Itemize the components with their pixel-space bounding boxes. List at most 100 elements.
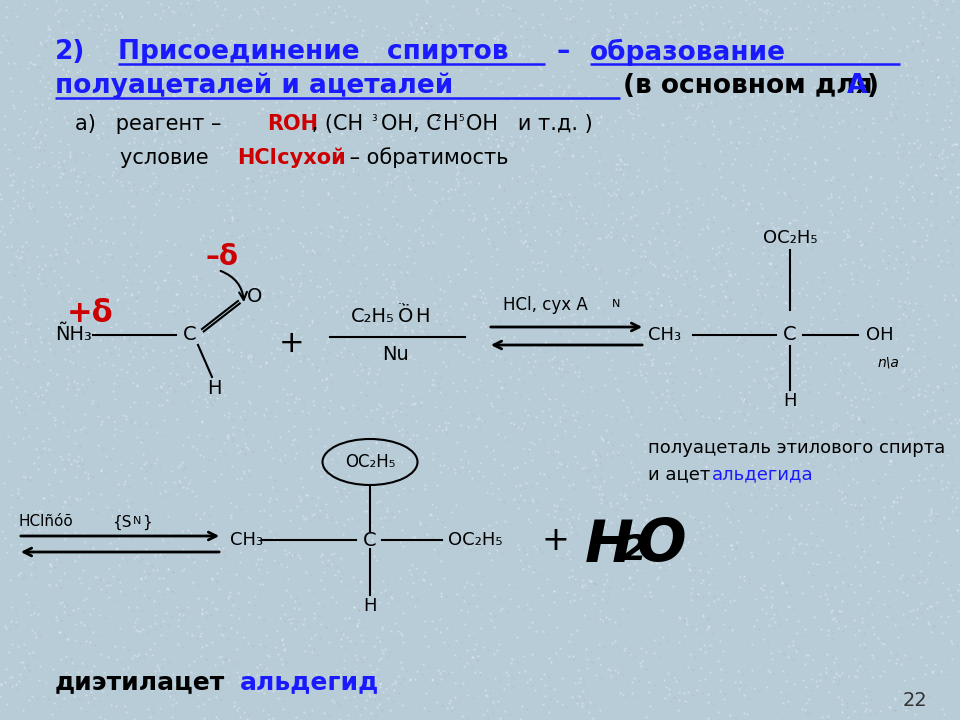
Point	[951, 578, 960, 590]
Point	[754, 420, 769, 432]
Point	[858, 203, 874, 215]
Point	[279, 217, 295, 228]
Point	[638, 711, 654, 720]
Point	[394, 657, 409, 668]
Point	[129, 241, 144, 253]
Point	[581, 241, 596, 253]
Point	[653, 525, 668, 536]
Point	[162, 382, 178, 394]
Point	[720, 21, 735, 32]
Point	[211, 542, 227, 554]
Point	[183, 666, 199, 678]
Point	[584, 575, 599, 587]
Point	[524, 163, 540, 174]
Point	[194, 290, 209, 302]
Point	[357, 260, 372, 271]
Point	[1, 351, 16, 362]
Point	[898, 688, 913, 700]
Point	[206, 395, 222, 406]
Point	[452, 680, 468, 692]
Point	[93, 54, 108, 66]
Point	[452, 52, 468, 63]
Point	[231, 676, 247, 688]
Point	[259, 107, 275, 118]
Point	[825, 0, 840, 12]
Point	[31, 520, 46, 531]
Point	[606, 232, 621, 243]
Point	[47, 253, 62, 264]
Point	[217, 437, 232, 449]
Point	[73, 423, 88, 435]
Point	[17, 117, 33, 128]
Point	[454, 462, 469, 473]
Point	[61, 355, 77, 366]
Point	[50, 94, 65, 105]
Point	[621, 237, 636, 248]
Point	[611, 190, 626, 202]
Point	[168, 288, 183, 300]
Point	[572, 178, 588, 189]
Point	[149, 453, 164, 464]
Point	[697, 647, 712, 658]
Point	[786, 0, 802, 9]
Point	[809, 430, 825, 441]
Point	[531, 302, 546, 313]
Point	[6, 202, 21, 214]
Point	[616, 158, 632, 170]
Point	[109, 107, 125, 118]
Point	[824, 605, 839, 616]
Point	[903, 161, 919, 173]
Point	[93, 465, 108, 477]
Point	[17, 471, 33, 482]
Point	[432, 626, 447, 638]
Point	[83, 202, 98, 214]
Point	[821, 598, 836, 610]
Point	[349, 620, 365, 631]
Point	[0, 366, 14, 378]
Point	[682, 558, 697, 570]
Point	[767, 107, 782, 119]
Point	[170, 360, 185, 372]
Point	[53, 79, 68, 91]
Point	[18, 236, 34, 248]
Point	[638, 288, 654, 300]
Point	[146, 564, 161, 576]
Point	[333, 552, 348, 564]
Point	[810, 559, 826, 571]
Point	[794, 703, 809, 715]
Point	[225, 266, 240, 278]
Point	[186, 114, 202, 126]
Point	[15, 470, 31, 482]
Point	[213, 376, 228, 387]
Point	[375, 413, 391, 424]
Point	[847, 367, 862, 379]
Point	[258, 403, 274, 415]
Point	[457, 446, 472, 457]
Point	[719, 305, 734, 317]
Point	[420, 418, 436, 430]
Point	[397, 321, 413, 333]
Point	[741, 0, 756, 9]
Point	[411, 393, 426, 405]
Point	[645, 222, 660, 234]
Point	[21, 474, 36, 485]
Point	[160, 563, 176, 575]
Point	[171, 302, 186, 313]
Point	[402, 169, 418, 181]
Point	[528, 356, 543, 367]
Point	[575, 261, 590, 272]
Point	[516, 495, 532, 506]
Point	[665, 167, 681, 179]
Point	[554, 228, 569, 240]
Point	[924, 459, 939, 471]
Point	[856, 545, 872, 557]
Point	[504, 139, 519, 150]
Point	[754, 4, 769, 15]
Point	[733, 337, 749, 348]
Point	[320, 1, 335, 13]
Point	[186, 557, 202, 568]
Point	[276, 91, 292, 103]
Point	[691, 97, 707, 109]
Point	[795, 282, 810, 294]
Point	[537, 690, 552, 702]
